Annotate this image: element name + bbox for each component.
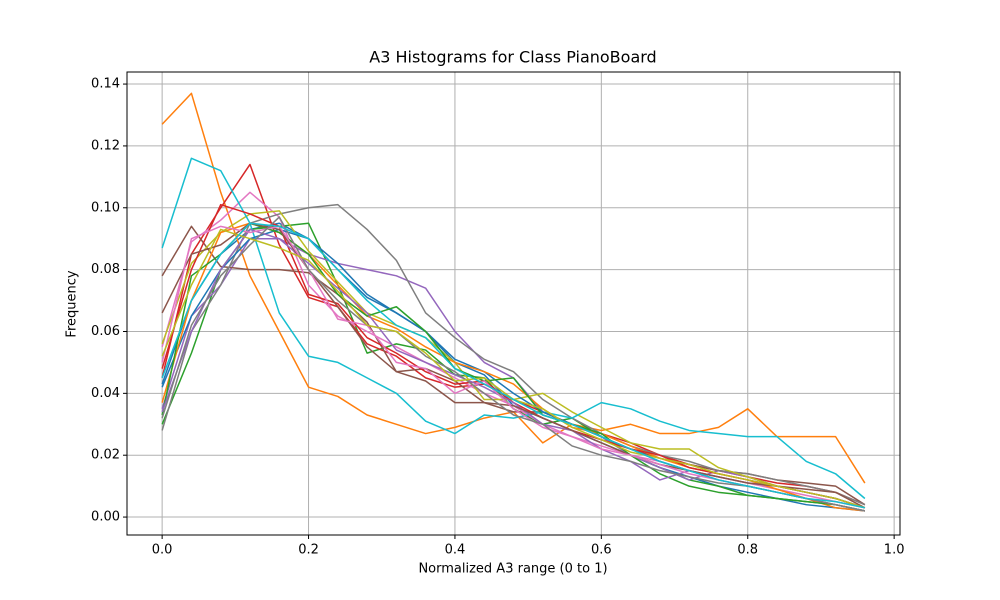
y-tick-label: 0.00	[91, 510, 120, 525]
series-line	[161, 203, 866, 506]
series-line	[161, 222, 866, 512]
x-tick-label: 0.2	[298, 543, 319, 558]
chart-title: A3 Histograms for Class PianoBoard	[369, 48, 656, 67]
series-line	[161, 157, 866, 500]
axes-frame	[126, 71, 901, 536]
y-tick-label: 0.12	[91, 138, 120, 153]
x-tick-label: 0.0	[152, 543, 173, 558]
grid	[127, 72, 900, 535]
y-tick-label: 0.10	[91, 200, 120, 215]
x-tick-label: 0.8	[737, 543, 758, 558]
series-line	[161, 222, 866, 509]
y-tick-label: 0.14	[91, 77, 120, 92]
lines	[161, 92, 866, 512]
y-tick-label: 0.02	[91, 448, 120, 463]
y-tick-label: 0.08	[91, 262, 120, 277]
x-tick-label: 1.0	[884, 543, 905, 558]
x-tick-label: 0.4	[445, 543, 466, 558]
x-tick-label: 0.6	[591, 543, 612, 558]
y-axis-label: Frequency	[65, 270, 80, 337]
series-line	[161, 222, 866, 509]
y-tick-label: 0.04	[91, 386, 120, 401]
x-axis-label: Normalized A3 range (0 to 1)	[418, 562, 607, 577]
y-tick-label: 0.06	[91, 324, 120, 339]
